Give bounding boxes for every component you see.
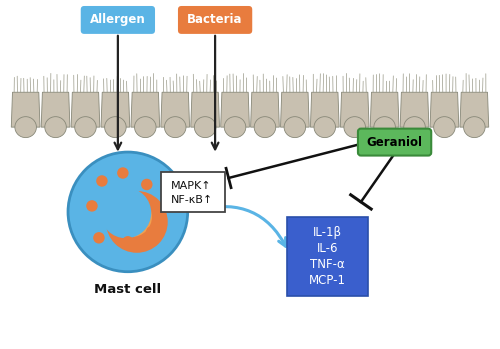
Text: Mast cell: Mast cell [94, 283, 162, 296]
Ellipse shape [74, 117, 96, 138]
Circle shape [117, 167, 128, 179]
Ellipse shape [15, 117, 36, 138]
Polygon shape [191, 92, 220, 127]
Circle shape [141, 179, 152, 190]
Polygon shape [340, 92, 369, 127]
Ellipse shape [254, 117, 276, 138]
Text: TNF-α: TNF-α [310, 258, 344, 271]
Ellipse shape [464, 117, 485, 138]
Circle shape [93, 232, 104, 244]
Ellipse shape [314, 117, 336, 138]
Circle shape [100, 187, 151, 238]
Text: MAPK↑: MAPK↑ [172, 181, 212, 192]
Circle shape [112, 197, 152, 237]
FancyBboxPatch shape [178, 6, 252, 34]
Polygon shape [131, 92, 160, 127]
Text: NF-κB↑: NF-κB↑ [170, 195, 213, 205]
Polygon shape [220, 92, 250, 127]
Polygon shape [430, 92, 459, 127]
Circle shape [96, 175, 108, 187]
Ellipse shape [374, 117, 396, 138]
Text: IL-6: IL-6 [316, 242, 338, 255]
Polygon shape [101, 92, 130, 127]
Text: IL-1β: IL-1β [312, 227, 342, 239]
Text: Geraniol: Geraniol [366, 136, 422, 149]
FancyBboxPatch shape [161, 172, 224, 212]
Ellipse shape [45, 117, 66, 138]
Ellipse shape [134, 117, 156, 138]
Polygon shape [280, 92, 309, 127]
Polygon shape [460, 92, 488, 127]
Ellipse shape [164, 117, 186, 138]
Circle shape [146, 226, 158, 238]
FancyBboxPatch shape [286, 217, 368, 296]
Polygon shape [41, 92, 70, 127]
Circle shape [122, 236, 134, 247]
Polygon shape [161, 92, 190, 127]
Polygon shape [400, 92, 429, 127]
Ellipse shape [104, 117, 126, 138]
Ellipse shape [224, 117, 246, 138]
Circle shape [106, 191, 168, 253]
FancyBboxPatch shape [358, 129, 431, 156]
Circle shape [68, 152, 188, 272]
Text: Bacteria: Bacteria [188, 14, 243, 27]
Polygon shape [250, 92, 280, 127]
Ellipse shape [194, 117, 216, 138]
FancyBboxPatch shape [80, 6, 155, 34]
Ellipse shape [434, 117, 455, 138]
Text: Allergen: Allergen [90, 14, 146, 27]
Ellipse shape [404, 117, 425, 138]
Circle shape [86, 200, 98, 211]
Polygon shape [310, 92, 339, 127]
Polygon shape [12, 92, 40, 127]
Ellipse shape [284, 117, 306, 138]
Polygon shape [71, 92, 100, 127]
Ellipse shape [344, 117, 366, 138]
Text: MCP-1: MCP-1 [309, 274, 346, 287]
Polygon shape [370, 92, 399, 127]
